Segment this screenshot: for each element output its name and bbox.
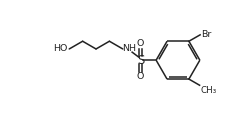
Text: CH₃: CH₃ (201, 86, 217, 95)
Text: O: O (137, 72, 144, 81)
Text: NH: NH (122, 45, 136, 54)
Text: Br: Br (201, 30, 212, 39)
Text: O: O (137, 39, 144, 48)
Text: HO: HO (53, 45, 68, 54)
Text: S: S (137, 54, 144, 67)
